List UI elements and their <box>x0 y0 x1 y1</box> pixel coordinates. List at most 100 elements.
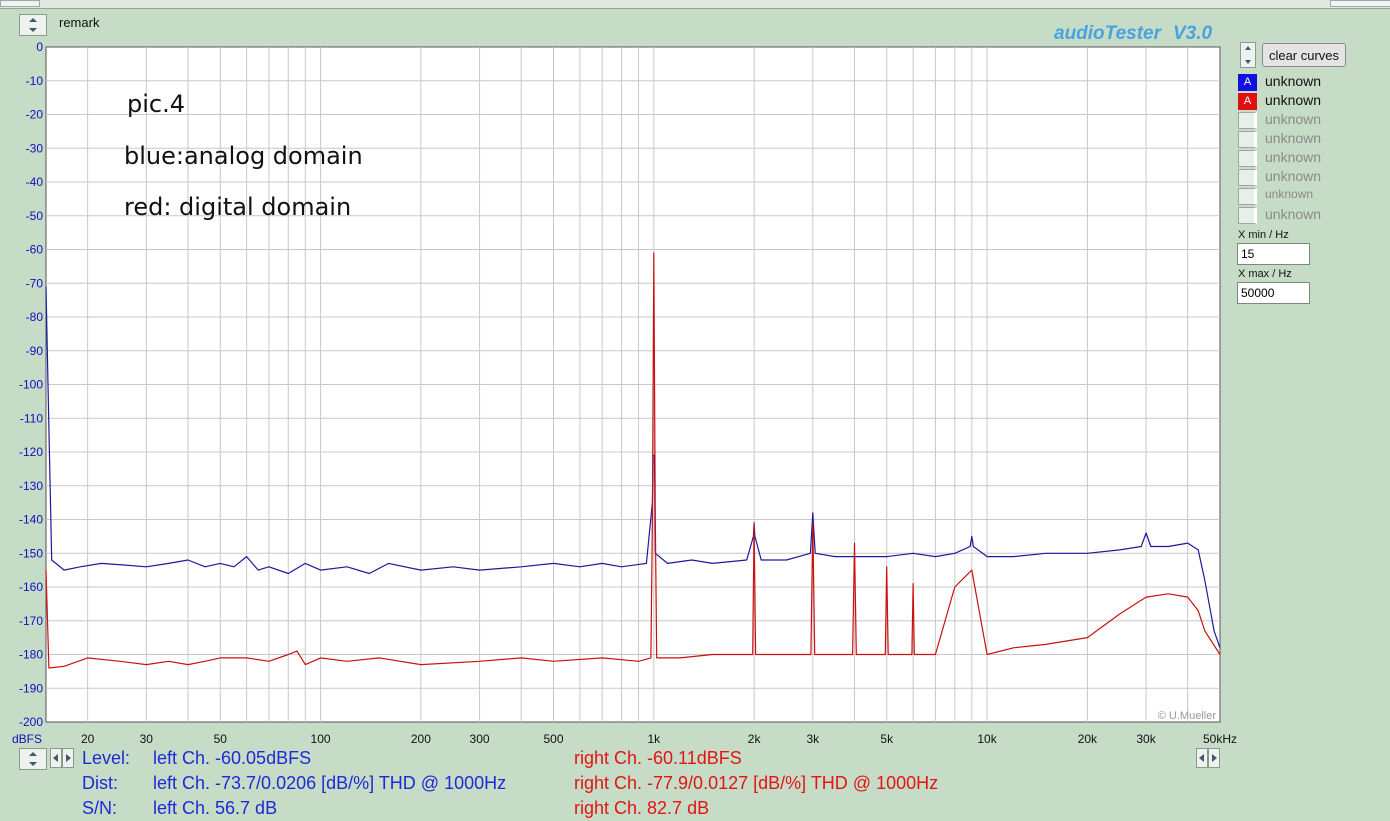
curve-row[interactable]: unknown <box>1238 129 1368 148</box>
y-tick-label: -110 <box>20 411 43 425</box>
curve-label: unknown <box>1265 73 1322 89</box>
xmax-label: X max / Hz <box>1238 268 1292 280</box>
curve-badge[interactable] <box>1238 131 1257 148</box>
annotation-blue: blue:analog domain <box>124 142 363 170</box>
xmin-input[interactable] <box>1237 243 1310 265</box>
x-tick-label: 3k <box>806 732 820 746</box>
y-axis-unit: dBFS <box>12 732 42 746</box>
x-tick-labels: 20 30 50 100 200 300 500 1k 2k 3k 5k 10k 20k 30k 50kHz <box>81 732 1237 746</box>
dist-left-value: left Ch. -73.7/0.0206 [dB/%] THD @ 1000H… <box>153 773 507 793</box>
curve-label: unknown <box>1265 92 1322 108</box>
curve-badge[interactable]: A <box>1238 93 1257 110</box>
y-tick-label: -200 <box>19 715 43 729</box>
x-tick-label: 50kHz <box>1203 732 1237 746</box>
scroll-right-icon[interactable] <box>62 748 74 768</box>
y-tick-label: -50 <box>26 209 44 223</box>
x-tick-label: 100 <box>311 732 331 746</box>
level-left-value: left Ch. -60.05dBFS <box>153 748 312 768</box>
curve-label: unknown <box>1265 206 1322 222</box>
curve-label: unknown <box>1265 168 1322 184</box>
curve-badge[interactable] <box>1238 188 1257 205</box>
clear-curves-button[interactable]: clear curves <box>1262 43 1346 67</box>
y-tick-labels: 0 -10 -20 -30 -40 -50 -60 -70 -80 -90 -100 -110 -120… <box>19 40 43 729</box>
curve-badge[interactable] <box>1238 169 1257 186</box>
sn-right-value: right Ch. 82.7 dB <box>574 798 710 818</box>
dist-label: Dist: <box>82 773 118 793</box>
curve-badge[interactable] <box>1238 150 1257 167</box>
scroll-left-icon[interactable] <box>50 748 62 768</box>
x-tick-label: 500 <box>543 732 563 746</box>
level-label: Level: <box>82 748 131 768</box>
y-tick-label: -10 <box>26 74 44 88</box>
xmin-label: X min / Hz <box>1238 229 1289 241</box>
xmax-input[interactable] <box>1237 282 1310 304</box>
annotation-title: pic.4 <box>127 90 185 118</box>
scroll-left-icon[interactable] <box>1196 748 1208 768</box>
curve-badge[interactable] <box>1238 207 1257 224</box>
y-tick-label: -20 <box>26 108 44 122</box>
chart-grid <box>46 47 1220 722</box>
x-tick-label: 200 <box>411 732 431 746</box>
level-spinner[interactable] <box>19 748 47 770</box>
x-tick-label: 20 <box>81 732 95 746</box>
curve-row[interactable]: unknown <box>1238 205 1368 224</box>
annotation-red: red: digital domain <box>124 193 352 221</box>
curve-label: unknown <box>1265 149 1322 165</box>
curve-label: unknown <box>1265 111 1322 127</box>
curve-badge[interactable]: A <box>1238 74 1257 91</box>
x-tick-label: 1k <box>647 732 661 746</box>
y-tick-label: -40 <box>26 175 44 189</box>
remark-label: remark <box>59 15 100 30</box>
x-tick-label: 20k <box>1078 732 1098 746</box>
y-tick-label: -120 <box>19 445 43 459</box>
sn-label: S/N: <box>82 798 118 818</box>
y-tick-label: -100 <box>19 378 43 392</box>
level-right-value: right Ch. -60.11dBFS <box>574 748 742 768</box>
app-name: audioTester <box>1054 23 1161 44</box>
y-tick-label: -170 <box>19 614 43 628</box>
curve-label: unknown <box>1265 130 1322 146</box>
scroll-down-icon <box>1245 60 1251 64</box>
x-tick-label: 10k <box>977 732 997 746</box>
x-tick-label: 50 <box>214 732 228 746</box>
curve-row[interactable]: unknown <box>1238 110 1368 129</box>
series-blue-line <box>45 286 1221 648</box>
window-top-strip <box>0 0 1390 9</box>
remark-spinner[interactable] <box>19 14 47 36</box>
x-tick-label: 5k <box>880 732 894 746</box>
app-title: audioTester V3.0 <box>1054 23 1212 45</box>
curve-scroll[interactable] <box>1240 42 1256 68</box>
curve-badge[interactable] <box>1238 112 1257 129</box>
top-tab-right[interactable] <box>1330 0 1390 7</box>
y-tick-label: -60 <box>26 243 44 257</box>
copyright-text: © U.Mueller <box>1158 710 1217 722</box>
app-version: V3.0 <box>1173 23 1213 44</box>
curve-row[interactable]: unknown <box>1238 186 1368 205</box>
spin-down-icon <box>29 28 37 32</box>
series-red-line <box>45 252 1221 669</box>
dist-right-value: right Ch. -77.9/0.0127 [dB/%] THD @ 1000… <box>574 773 939 793</box>
curve-row[interactable]: unknown <box>1238 167 1368 186</box>
x-tick-label: 2k <box>748 732 762 746</box>
y-tick-label: -150 <box>19 546 43 560</box>
x-tick-label: 300 <box>470 732 490 746</box>
y-tick-label: -90 <box>26 344 44 358</box>
x-tick-label: 30 <box>140 732 154 746</box>
x-tick-label: 30k <box>1136 732 1156 746</box>
chart-series <box>45 252 1221 669</box>
top-tab-left[interactable] <box>0 0 40 7</box>
spin-up-icon <box>29 752 37 756</box>
y-tick-label: -80 <box>26 310 44 324</box>
sn-left-value: left Ch. 56.7 dB <box>153 798 278 818</box>
scroll-up-icon <box>1245 46 1251 50</box>
y-tick-label: -70 <box>26 276 44 290</box>
curve-label: unknown <box>1265 187 1314 201</box>
scroll-right-icon[interactable] <box>1208 748 1220 768</box>
y-tick-label: -30 <box>26 141 44 155</box>
y-tick-label: -140 <box>19 513 43 527</box>
y-tick-label: -180 <box>19 648 43 662</box>
curve-row[interactable]: unknown <box>1238 148 1368 167</box>
